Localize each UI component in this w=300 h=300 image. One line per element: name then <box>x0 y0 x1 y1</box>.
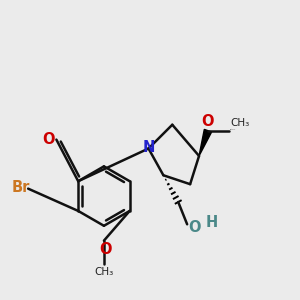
Text: Br: Br <box>11 180 30 195</box>
Text: H: H <box>206 215 218 230</box>
Polygon shape <box>199 129 211 156</box>
Text: O: O <box>189 220 201 235</box>
Text: CH₃: CH₃ <box>230 118 250 128</box>
Text: CH₃: CH₃ <box>94 267 114 278</box>
Text: methoxy: methoxy <box>230 129 236 130</box>
Text: O: O <box>99 242 112 257</box>
Text: O: O <box>43 132 55 147</box>
Text: O: O <box>202 114 214 129</box>
Text: N: N <box>142 140 155 154</box>
